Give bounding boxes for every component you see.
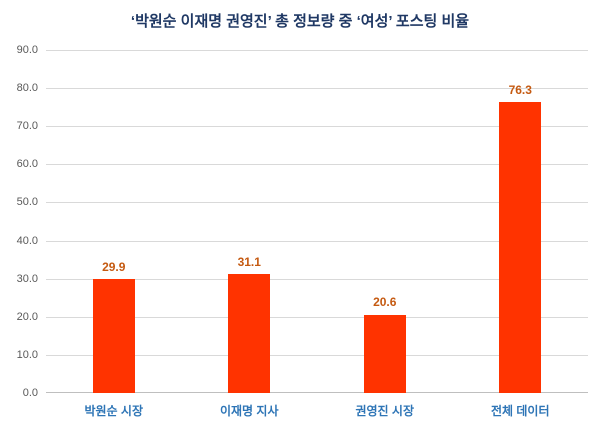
- gridline: [46, 316, 588, 318]
- gridline: [46, 202, 588, 204]
- gridline: [46, 354, 588, 356]
- bar: [363, 314, 406, 393]
- y-tick-label: 70.0: [16, 120, 38, 133]
- y-tick-label: 20.0: [16, 310, 38, 323]
- gridline: [46, 240, 588, 242]
- y-tick-label: 10.0: [16, 348, 38, 361]
- bar: [228, 274, 271, 393]
- bar-value-label: 76.3: [508, 83, 532, 98]
- x-axis-line: [46, 392, 588, 393]
- category-label: 전체 데이터: [490, 404, 550, 418]
- bar-value-label: 31.1: [237, 255, 261, 270]
- gridline: [46, 164, 588, 166]
- bar: [92, 279, 135, 393]
- y-tick-label: 60.0: [16, 158, 38, 171]
- category-label: 권영진 시장: [355, 404, 415, 418]
- bar-value-label: 20.6: [373, 295, 397, 310]
- y-tick-label: 30.0: [16, 272, 38, 285]
- gridline: [46, 88, 588, 90]
- bar: [499, 102, 542, 393]
- plot-area: 0.0 10.0 20.0 30.0 40.0 50.0 60.0 70.0 80.0 90.0 2…: [17, 44, 588, 418]
- gridline: [46, 278, 588, 280]
- gridline: [46, 50, 588, 51]
- bar-value-label: 29.9: [102, 260, 126, 275]
- y-tick-label: 0.0: [22, 387, 38, 399]
- y-tick-label: 40.0: [16, 234, 38, 247]
- y-tick-label: 90.0: [16, 44, 38, 56]
- category-label: 이재명 지사: [219, 404, 279, 418]
- category-label: 박원순 시장: [84, 404, 144, 418]
- y-tick-label: 80.0: [16, 82, 38, 95]
- gridline: [46, 126, 588, 128]
- y-tick-label: 50.0: [16, 196, 38, 209]
- chart-title: ‘박원순 이재명 권영진’ 총 정보량 중 ‘여성’ 포스팅 비율: [130, 13, 470, 30]
